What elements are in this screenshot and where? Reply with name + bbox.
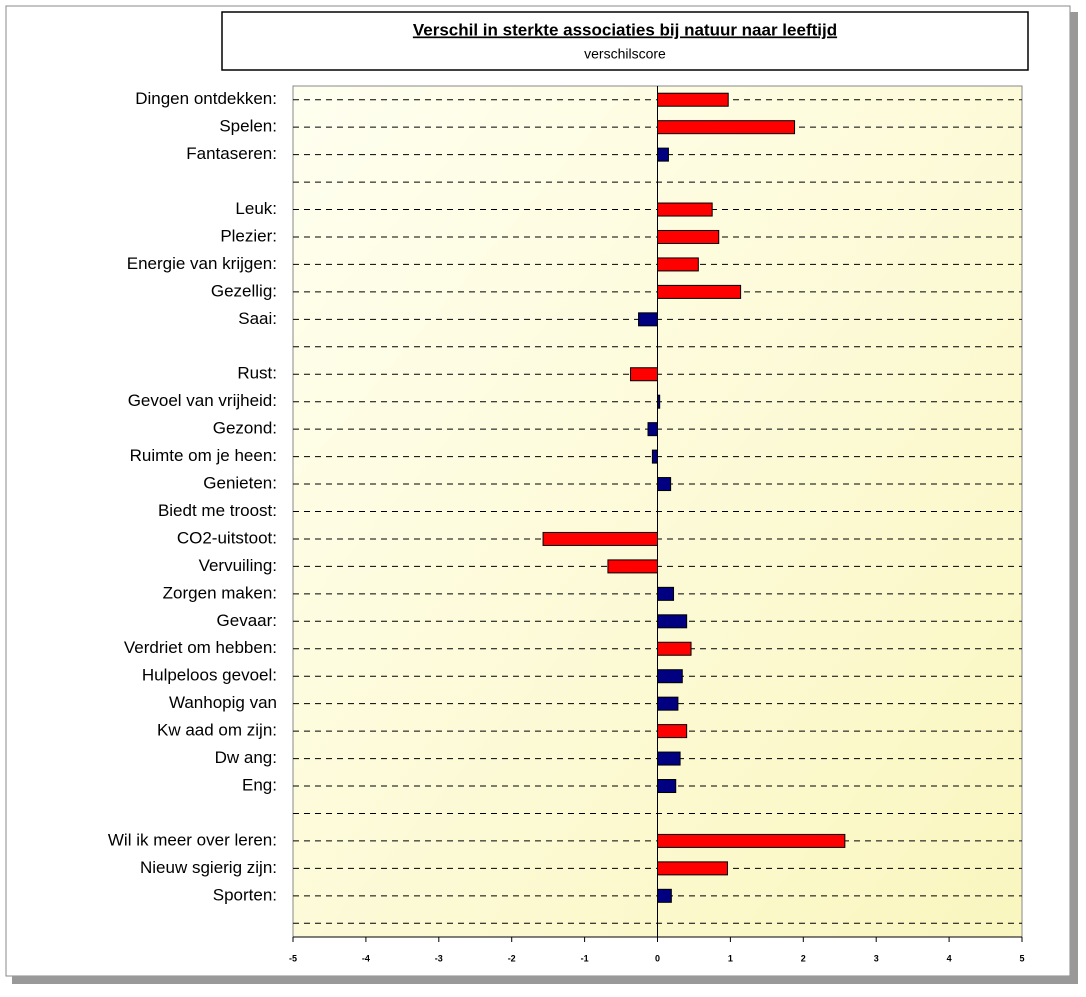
bar [657, 614, 688, 629]
bar [657, 120, 796, 135]
y-tick-label: Genieten: [203, 474, 277, 493]
chart-subtitle: verschilscore [584, 46, 666, 62]
bar [630, 367, 658, 382]
y-tick-label: Eng: [242, 776, 277, 795]
bar [657, 724, 688, 739]
bar [657, 861, 728, 876]
x-tick-label: 2 [801, 953, 806, 963]
y-tick-label: Sporten: [213, 885, 277, 904]
y-tick-label: Kw aad om zijn: [157, 721, 277, 740]
bar [657, 147, 669, 162]
y-tick-label: Gezond: [213, 419, 277, 438]
y-tick-label: Gezellig: [211, 281, 277, 300]
x-tick-label: 4 [947, 953, 952, 963]
x-tick-label: -4 [362, 953, 370, 963]
y-tick-label: Verdriet om hebben: [124, 638, 277, 657]
bar [657, 284, 742, 299]
x-tick-label: -3 [435, 953, 443, 963]
bar [657, 641, 692, 656]
bar [657, 257, 699, 272]
y-tick-label: Hulpeloos gevoel: [142, 666, 277, 685]
bar [657, 888, 672, 903]
title-box [221, 11, 1029, 71]
y-tick-label: Ruimte om je heen: [130, 446, 277, 465]
x-tick-label: 1 [728, 953, 733, 963]
y-tick-label: Biedt me troost: [158, 501, 277, 520]
shadow [1070, 12, 1078, 984]
y-tick-label: Rust: [237, 364, 277, 383]
bar [542, 531, 658, 546]
y-tick-label: Spelen: [219, 117, 277, 136]
y-tick-label: Energie van krijgen: [127, 254, 277, 273]
y-tick-label: Gevaar: [217, 611, 277, 630]
y-tick-label: Dingen ontdekken: [135, 89, 277, 108]
y-tick-label: Plezier: [220, 226, 277, 245]
bar [657, 229, 720, 244]
bar [657, 586, 675, 601]
bar [657, 779, 677, 794]
bar [638, 312, 659, 327]
bar [657, 477, 672, 492]
shadow [12, 976, 1078, 984]
x-tick-label: -5 [289, 953, 297, 963]
y-tick-label: Vervuiling: [199, 556, 277, 575]
y-tick-label: Saai: [238, 309, 277, 328]
y-tick-label: Fantaseren: [186, 144, 277, 163]
y-tick-label: Gevoel van vrijheid: [128, 391, 277, 410]
y-tick-label: Wil ik meer over leren: [108, 830, 277, 849]
bar [657, 696, 679, 711]
bar [657, 833, 846, 848]
y-tick-label: Dw ang: [215, 748, 277, 767]
bar [607, 559, 658, 574]
x-tick-label: -1 [581, 953, 589, 963]
bar [651, 449, 658, 464]
bar [657, 202, 713, 217]
y-tick-label: Nieuw sgierig zijn: [140, 858, 277, 877]
y-tick-label: Leuk: [235, 199, 277, 218]
x-tick-label: 0 [655, 953, 660, 963]
chart-title: Verschil in sterkte associaties bij natu… [413, 20, 837, 39]
bar [647, 422, 659, 437]
bar [657, 92, 729, 107]
bar [657, 669, 683, 684]
y-tick-label: CO2-uitstoot: [177, 528, 277, 547]
x-tick-label: 3 [874, 953, 879, 963]
bar [657, 751, 681, 766]
x-tick-label: -2 [508, 953, 516, 963]
y-tick-label: Wanhopig van [169, 693, 277, 712]
y-tick-label: Zorgen maken: [163, 583, 277, 602]
x-tick-label: 5 [1019, 953, 1024, 963]
